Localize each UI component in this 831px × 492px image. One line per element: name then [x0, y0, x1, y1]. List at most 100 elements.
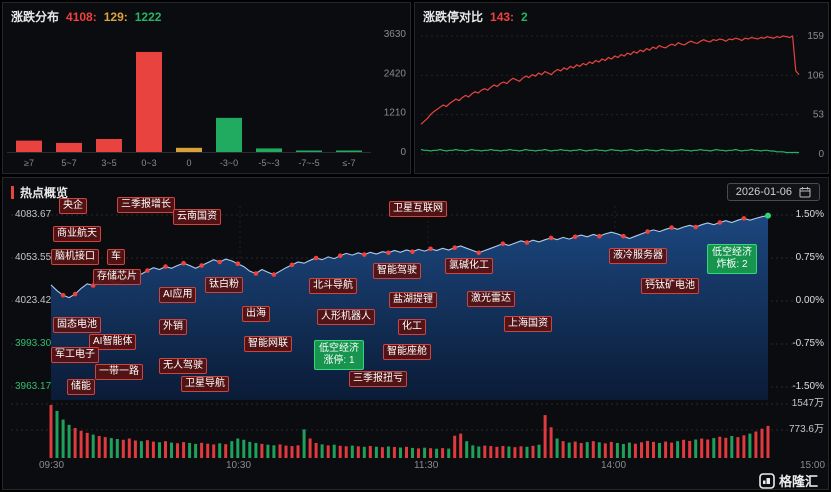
hotspot-event-dot[interactable] — [524, 240, 530, 245]
sector-tag[interactable]: 卫星互联网 — [389, 201, 447, 217]
distribution-bar[interactable] — [96, 138, 122, 152]
sector-tag[interactable]: 央企 — [59, 198, 87, 214]
sector-tag[interactable]: 北斗导航 — [309, 278, 357, 294]
distribution-bar[interactable] — [216, 117, 242, 152]
hotspot-event-dot[interactable] — [476, 250, 482, 256]
hotspot-event-dot[interactable] — [597, 233, 602, 239]
volume-bar — [139, 441, 143, 458]
sector-tag[interactable]: 商业航天 — [53, 226, 101, 242]
hotspot-event-dot[interactable] — [271, 272, 277, 277]
distribution-bar[interactable] — [256, 148, 282, 152]
volume-bar — [760, 428, 764, 458]
hotspot-event-dot[interactable] — [500, 241, 506, 246]
hotspot-event-dot[interactable] — [289, 262, 295, 268]
sector-tag[interactable]: 车 — [107, 249, 125, 265]
sector-tag[interactable]: 钛白粉 — [205, 277, 243, 293]
sector-tag[interactable]: 出海 — [242, 306, 270, 322]
sector-tag[interactable]: 智能驾驶 — [373, 263, 421, 279]
distribution-bar[interactable] — [336, 150, 362, 153]
hotspot-overlays: 4083.67 4053.55 4023.42 3993.30 3963.17 1.50%… — [3, 178, 828, 489]
hotspot-event-dot[interactable] — [386, 250, 391, 256]
volume-bar — [405, 446, 408, 458]
volume-bar — [567, 442, 571, 458]
volume-bar — [621, 444, 625, 458]
hotspot-event-dot[interactable] — [145, 268, 150, 273]
sector-tag[interactable]: 一带一路 — [95, 364, 143, 380]
sector-tag[interactable]: 钙钛矿电池 — [641, 278, 699, 294]
hotspot-event-dot[interactable] — [199, 263, 204, 268]
distribution-bar[interactable] — [16, 140, 42, 152]
distribution-bar-chart[interactable]: 0 1210 2420 3630 ≥7 5~7 3~5 0~3 0 -3~0 -5~-3 -7~-5 ≤… — [3, 26, 410, 172]
volume-bar — [682, 439, 686, 458]
sector-tag[interactable]: AI智能体 — [89, 334, 137, 350]
hotspot-event-dot[interactable] — [313, 255, 319, 261]
sector-tag[interactable]: 激光雷达 — [467, 291, 515, 307]
sector-tag[interactable]: 盐湖提锂 — [389, 292, 437, 308]
volume-bar — [633, 443, 637, 458]
count-value: 129: — [103, 9, 128, 24]
distribution-bar[interactable] — [136, 51, 162, 152]
volume-bar — [97, 436, 101, 458]
sector-tag[interactable]: 外销 — [159, 319, 187, 335]
sector-tag[interactable]: 卫星导航 — [181, 376, 229, 392]
hotspot-event-dot[interactable] — [163, 264, 168, 269]
sector-tag[interactable]: 液冷服务器 — [609, 248, 667, 264]
volume-bar — [164, 441, 167, 458]
distribution-bar[interactable] — [176, 147, 202, 152]
sector-tag[interactable]: 三季报扭亏 — [349, 371, 407, 387]
hotspot-event-dot[interactable] — [572, 234, 578, 240]
hotspot-event-dot[interactable] — [235, 261, 241, 266]
hotspot-event-dot[interactable] — [410, 249, 415, 254]
sector-tag[interactable]: 人形机器人 — [317, 309, 375, 325]
hotspot-event-dot[interactable] — [60, 293, 66, 298]
sector-tag[interactable]: 储能 — [67, 379, 95, 395]
sector-tag[interactable]: 云南国资 — [173, 209, 221, 225]
sector-tag[interactable]: 氯碱化工 — [445, 258, 493, 274]
volume-bar — [664, 441, 668, 458]
sector-tag[interactable]: 低空经济 涨停: 1 — [314, 340, 364, 370]
hotspot-event-dot[interactable] — [548, 235, 554, 241]
limit-line-chart[interactable]: 0 53 106 159 — [415, 26, 828, 172]
volume-bar — [543, 415, 547, 458]
volume-bar — [609, 441, 613, 458]
hotspot-event-dot[interactable] — [428, 246, 433, 252]
sector-tag[interactable]: 存储芯片 — [93, 269, 141, 285]
hotspot-event-dot[interactable] — [452, 245, 458, 250]
hotspot-event-dot[interactable] — [645, 229, 650, 234]
hotspot-event-dot[interactable] — [72, 291, 78, 297]
sector-tag[interactable]: 三季报增长 — [117, 197, 175, 213]
hotspot-event-dot[interactable] — [217, 259, 222, 265]
sector-tag[interactable]: 固态电池 — [53, 317, 101, 333]
volume-bar — [109, 438, 113, 458]
volume-bar — [754, 431, 758, 458]
volume-bar — [465, 441, 469, 458]
volume-bar — [537, 444, 541, 458]
volume-bar — [411, 447, 414, 458]
hotspot-event-dot[interactable] — [693, 224, 698, 230]
distribution-bar[interactable] — [296, 150, 322, 153]
hotspot-event-dot[interactable] — [621, 233, 626, 239]
sector-tag[interactable]: 智能网联 — [244, 336, 292, 352]
hotspot-event-dot[interactable] — [717, 220, 723, 225]
sector-tag[interactable]: 上海国资 — [504, 316, 552, 332]
calendar-icon — [799, 187, 811, 198]
sector-tag[interactable]: 军工电子 — [51, 347, 99, 363]
hotspot-event-dot[interactable] — [253, 271, 259, 276]
hotspot-event-dot[interactable] — [741, 216, 747, 221]
hotspot-event-dot[interactable] — [337, 253, 343, 258]
hotspot-event-dot[interactable] — [362, 252, 367, 257]
hotspot-event-dot[interactable] — [181, 260, 186, 266]
volume-bar — [182, 442, 186, 458]
date-picker[interactable]: 2026-01-06 — [726, 183, 820, 201]
sector-tag[interactable]: AI应用 — [159, 287, 197, 303]
distribution-bar[interactable] — [56, 142, 82, 152]
sector-tag[interactable]: 低空经济 炸板: 2 — [707, 244, 757, 274]
volume-bar — [272, 445, 276, 458]
volume-bar — [254, 443, 258, 458]
volume-bar — [133, 440, 137, 458]
sector-tag[interactable]: 智能座舱 — [383, 344, 431, 360]
sector-tag[interactable]: 无人驾驶 — [159, 358, 207, 374]
sector-tag[interactable]: 脑机接口 — [51, 249, 99, 265]
sector-tag[interactable]: 化工 — [398, 319, 426, 335]
hotspot-event-dot[interactable] — [669, 225, 674, 230]
